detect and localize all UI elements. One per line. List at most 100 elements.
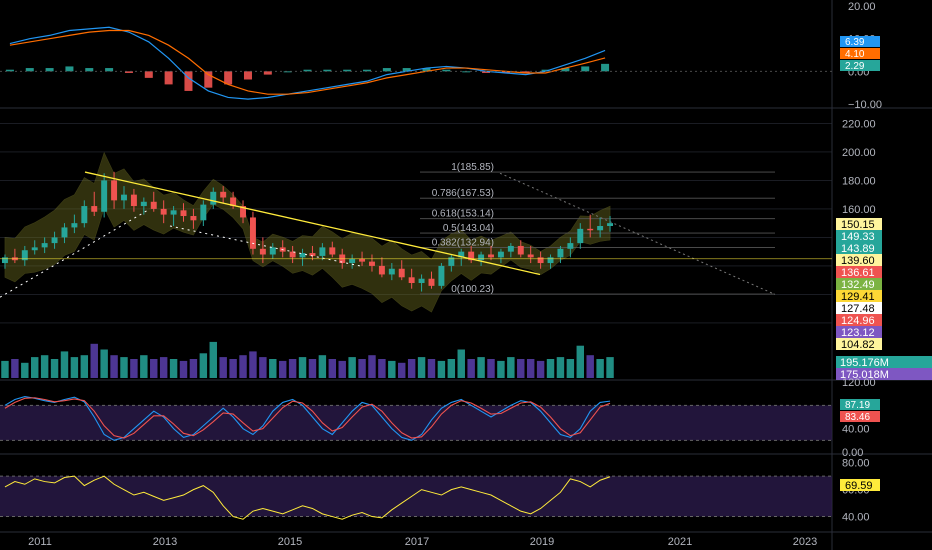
volume-bar — [427, 359, 436, 378]
price-value-label: 139.60 — [841, 255, 875, 267]
candle-body — [418, 278, 425, 283]
candle-body — [329, 247, 336, 255]
macd-histogram-bar — [323, 69, 332, 72]
volume-bar — [239, 355, 247, 378]
fib-level-label: 0.786(167.53) — [432, 188, 494, 199]
candle-body — [200, 204, 207, 221]
macd-histogram-bar — [124, 71, 133, 73]
candle-body — [81, 206, 88, 224]
candle-body — [507, 245, 514, 252]
macd-histogram-bar — [224, 71, 233, 85]
macd-histogram-bar — [204, 71, 213, 88]
candle-body — [140, 201, 147, 207]
macd-value-label: 2.29 — [845, 61, 865, 72]
volume-value-label: 175.018M — [840, 369, 889, 381]
candle-body — [31, 247, 38, 251]
candle-body — [91, 206, 98, 212]
price-value-label: 104.82 — [841, 339, 875, 351]
volume-bar — [259, 357, 267, 378]
volume-bar — [437, 360, 446, 378]
volume-bar — [278, 360, 287, 378]
time-axis-tick: 2013 — [153, 536, 177, 548]
bollinger-band — [4, 151, 611, 313]
price-value-label: 129.41 — [841, 291, 875, 303]
stochastic-value-label: 87.19 — [845, 400, 870, 411]
volume-bar — [229, 359, 237, 378]
candle-body — [398, 268, 405, 278]
volume-bar — [546, 359, 555, 378]
rsi-value-label: 69.59 — [845, 480, 873, 492]
volume-bar — [140, 355, 148, 378]
volume-bar — [388, 360, 396, 378]
volume-bar — [606, 357, 614, 378]
price-value-label: 149.33 — [841, 231, 875, 243]
candle-body — [478, 254, 485, 261]
candle-body — [240, 206, 246, 218]
volume-bar — [169, 359, 178, 378]
time-axis[interactable]: 2011 2013 2015 2017 2019 2021 2023 — [28, 536, 817, 548]
volume-bar — [110, 355, 118, 378]
candle-body — [557, 248, 564, 258]
stochastic-y-tick: 40.00 — [842, 424, 870, 436]
macd-histogram-bar — [363, 69, 372, 72]
volume-bar — [219, 357, 227, 378]
price-value-badge — [836, 218, 882, 230]
macd-histogram-bar — [144, 71, 153, 78]
candle-body — [369, 261, 375, 266]
volume-bar — [497, 360, 505, 378]
rsi-y-tick: 40.00 — [842, 512, 870, 524]
volume-bar — [269, 359, 277, 378]
price-value-label: 123.12 — [841, 327, 875, 339]
price-axis[interactable]: 20.0010.000.00−10.006.394.102.29220.0020… — [836, 1, 932, 524]
stochastic-value-label: 83.46 — [845, 412, 870, 423]
price-y-tick: 160.00 — [842, 204, 876, 216]
price-value-badge — [836, 314, 882, 326]
time-axis-tick: 2015 — [278, 536, 302, 548]
gridlines — [0, 123, 832, 324]
volume-bar — [159, 357, 168, 378]
price-pane: 1(185.85) 0.786(167.53) 0.618(153.14) 0.5(1… — [0, 151, 832, 313]
volume-bar — [40, 355, 49, 378]
volume-value-badge — [836, 368, 932, 380]
volume-bar — [477, 357, 485, 378]
price-value-label: 150.15 — [841, 219, 875, 231]
macd-line — [9, 26, 606, 100]
candle-body — [359, 258, 366, 262]
candle-body — [111, 180, 118, 201]
fib-level-label: 0(100.23) — [451, 284, 494, 295]
price-value-label: 136.61 — [841, 267, 875, 279]
volume-bar — [1, 360, 9, 378]
volume-bar — [100, 349, 108, 378]
price-value-badge — [836, 266, 882, 278]
volume-bar — [90, 343, 98, 378]
volume-bar — [150, 359, 158, 378]
volume-bar — [566, 359, 575, 378]
volume-bar — [60, 351, 69, 378]
volume-bar — [338, 360, 346, 378]
price-value-badge — [836, 326, 882, 338]
time-axis-tick: 2017 — [405, 536, 429, 548]
macd-histogram-bar — [601, 63, 610, 72]
price-value-label: 143.89 — [841, 243, 875, 255]
candle-body — [577, 228, 584, 244]
macd-value-badge — [840, 36, 880, 47]
volume-bar — [298, 357, 307, 378]
macd-histogram-bar — [65, 66, 74, 72]
candle-body — [71, 223, 78, 228]
macd-histogram-bar — [422, 68, 431, 72]
price-value-label: 124.96 — [841, 315, 875, 327]
fib-level-label: 0.382(132.94) — [432, 237, 494, 248]
price-y-tick: 220.00 — [842, 118, 876, 130]
macd-histogram-bar — [581, 66, 590, 72]
price-value-badge — [836, 302, 882, 314]
volume-bar — [308, 359, 317, 378]
candle-body — [388, 268, 395, 275]
candle-body — [61, 227, 68, 238]
price-value-badge — [836, 278, 882, 290]
volume-bar — [447, 359, 456, 378]
candle-body — [41, 243, 48, 248]
rsi-value-badge — [840, 479, 880, 491]
macd-histogram-bar — [501, 71, 510, 73]
